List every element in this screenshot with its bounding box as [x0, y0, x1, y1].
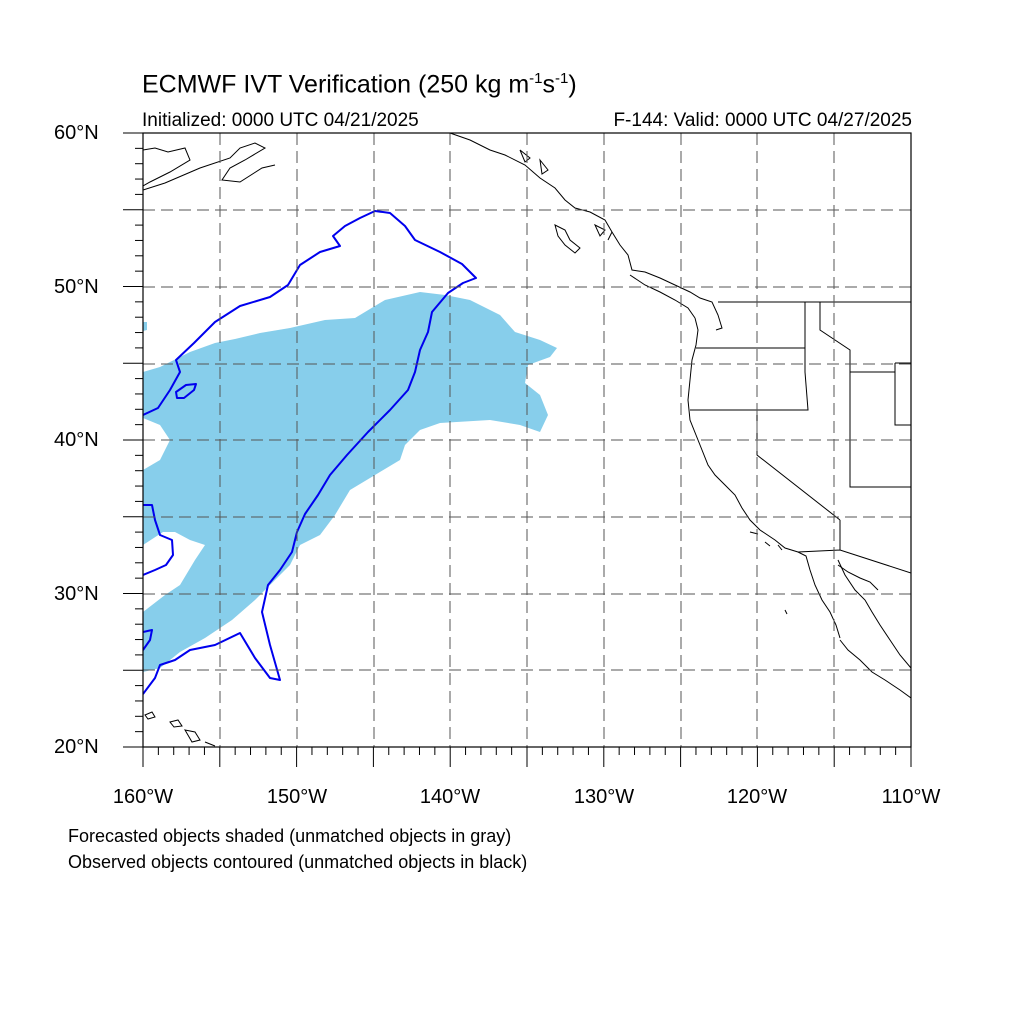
observed-ivt-contour-main	[143, 210, 477, 695]
baja-east-coast	[837, 564, 911, 699]
lon-label-110w: 110°W	[881, 786, 941, 808]
observed-ivt-contour-south	[143, 629, 153, 651]
lat-label-30: 30°N	[54, 583, 99, 605]
alaska-islands	[519, 149, 606, 254]
bc-coast	[611, 231, 723, 331]
map-title: ECMWF IVT Verification (250 kg m-1s-1)	[142, 70, 577, 99]
us-west-coast	[687, 317, 911, 669]
observed-ivt-contour-small	[175, 383, 197, 399]
state-borders	[690, 302, 911, 574]
lon-label-120w: 120°W	[726, 786, 788, 808]
grid	[143, 133, 911, 747]
lon-label-130w: 130°W	[573, 786, 635, 808]
alaska-coast	[143, 133, 613, 241]
initialized-label: Initialized: 0000 UTC 04/21/2025	[142, 110, 419, 131]
legend-observed-note: Observed objects contoured (unmatched ob…	[68, 852, 528, 872]
lat-label-60: 60°N	[54, 122, 99, 144]
lon-label-150w: 150°W	[266, 786, 328, 808]
lat-label-50: 50°N	[54, 276, 99, 298]
coastlines	[143, 133, 911, 747]
lat-label-40: 40°N	[54, 429, 99, 451]
forecast-ivt-object	[143, 292, 557, 672]
lon-label-160w: 160°W	[112, 786, 174, 808]
observed-ivt-contour-west	[143, 504, 174, 576]
hawaii-islands	[144, 711, 216, 747]
channel-islands	[749, 531, 788, 615]
legend-forecast-note: Forecasted objects shaded (unmatched obj…	[68, 826, 512, 846]
lon-label-140w: 140°W	[419, 786, 481, 808]
forecast-ivt-edge-sliver	[143, 322, 147, 331]
valid-time-label: F-144: Valid: 0000 UTC 04/27/2025	[613, 110, 912, 131]
lat-label-20: 20°N	[54, 736, 99, 758]
axis-ticks	[123, 132, 912, 767]
